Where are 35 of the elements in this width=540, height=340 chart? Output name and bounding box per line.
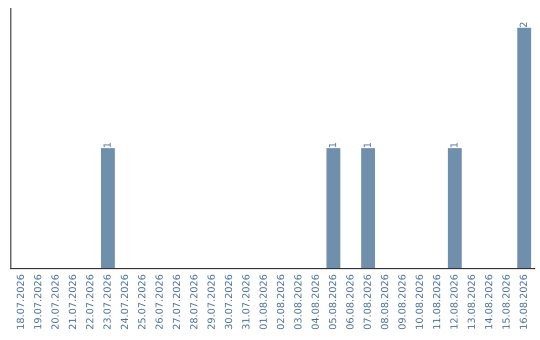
data-label: 1 (364, 142, 371, 148)
x-tick-label: 31.07.2026 (242, 274, 250, 330)
x-tick-label: 04.08.2026 (312, 274, 319, 330)
x-tick-label: 30.07.2026 (224, 274, 232, 330)
x-tick-label: 06.08.2026 (346, 274, 354, 330)
x-tick-label: 09.08.2026 (398, 274, 406, 330)
x-tick-label: 10.08.2026 (416, 274, 423, 329)
x-tick-label: 28.07.2026 (190, 274, 198, 330)
x-tick-label: 14.08.2026 (484, 274, 492, 329)
data-label: 1 (450, 142, 458, 148)
x-tick-label: 01.08.2026 (259, 274, 267, 330)
data-label: 1 (104, 142, 111, 148)
x-tick-label: 03.08.2026 (294, 274, 302, 330)
x-tick-label: 20.07.2026 (51, 274, 59, 330)
x-tick-label: 29.07.2026 (207, 274, 215, 330)
x-tick-label: 15.08.2026 (502, 274, 510, 329)
data-label: 2 (520, 22, 527, 28)
x-tick-label: 07.08.2026 (364, 274, 371, 330)
x-tick-label: 27.07.2026 (172, 274, 180, 330)
x-tick-label: 12.08.2026 (450, 274, 458, 329)
x-tick-label: 08.08.2026 (380, 274, 388, 330)
x-tick-label: 22.07.2026 (86, 274, 94, 330)
x-tick-label: 26.07.2026 (155, 274, 163, 330)
x-tick-label: 24.07.2026 (120, 274, 128, 330)
data-label: 1 (329, 142, 336, 148)
x-tick-label: 21.07.2026 (68, 274, 76, 330)
x-tick-label: 02.08.2026 (276, 274, 284, 330)
x-tick-label: 13.08.2026 (468, 274, 475, 329)
x-tick-label: 23.07.2026 (103, 274, 111, 330)
x-tick-label: 05.08.2026 (328, 274, 336, 330)
x-tick-label: 11.08.2026 (432, 274, 440, 329)
x-tick-label: 19.07.2026 (34, 274, 42, 329)
x-tick-label: 16.08.2026 (520, 274, 528, 329)
x-tick-label: 18.07.2026 (16, 274, 24, 329)
x-tick-label: 25.07.2026 (138, 274, 146, 330)
